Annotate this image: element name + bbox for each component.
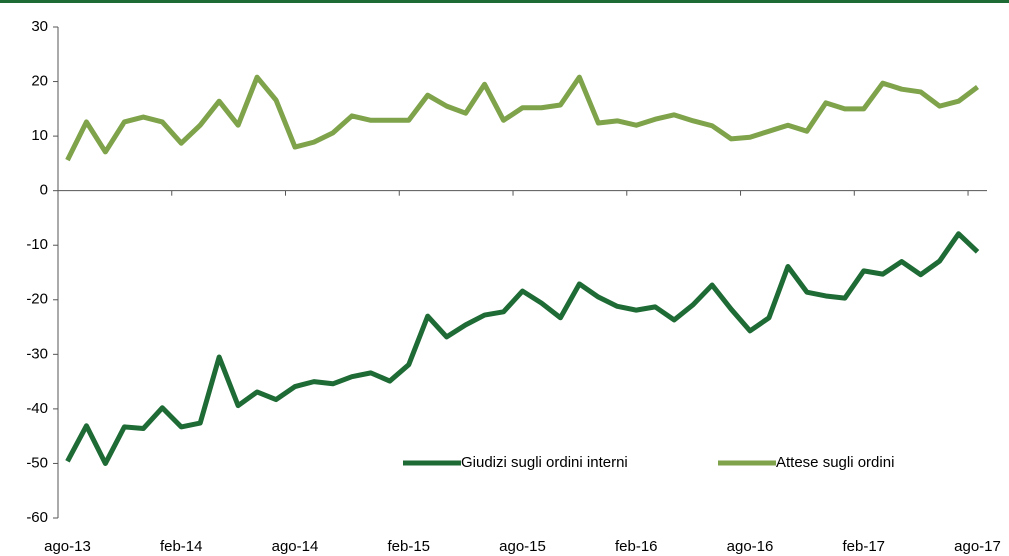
y-tick-label: -10 bbox=[26, 236, 48, 253]
legend-label: Giudizi sugli ordini interni bbox=[461, 454, 628, 471]
x-tick-label: ago-17 bbox=[954, 538, 1001, 555]
x-tick-label: ago-16 bbox=[727, 538, 774, 555]
y-tick-label: -60 bbox=[26, 509, 48, 526]
x-tick-label: feb-15 bbox=[387, 538, 430, 555]
legend-label: Attese sugli ordini bbox=[776, 454, 894, 471]
y-tick-label: -50 bbox=[26, 454, 48, 471]
x-tick-label: feb-17 bbox=[842, 538, 885, 555]
y-tick-label: 10 bbox=[31, 127, 48, 144]
y-tick-label: -20 bbox=[26, 291, 48, 308]
y-tick-label: -40 bbox=[26, 400, 48, 417]
x-tick-label: ago-14 bbox=[272, 538, 319, 555]
y-tick-label: 30 bbox=[31, 18, 48, 35]
top-border bbox=[0, 0, 1009, 3]
x-tick-label: feb-14 bbox=[160, 538, 203, 555]
x-tick-label: ago-15 bbox=[499, 538, 546, 555]
x-tick-label: feb-16 bbox=[615, 538, 658, 555]
series-line bbox=[65, 231, 980, 466]
y-tick-label: 20 bbox=[31, 73, 48, 90]
y-tick-label: -30 bbox=[26, 345, 48, 362]
x-tick-label: ago-13 bbox=[44, 538, 91, 555]
series-line bbox=[65, 74, 980, 162]
y-tick-label: 0 bbox=[40, 182, 48, 199]
